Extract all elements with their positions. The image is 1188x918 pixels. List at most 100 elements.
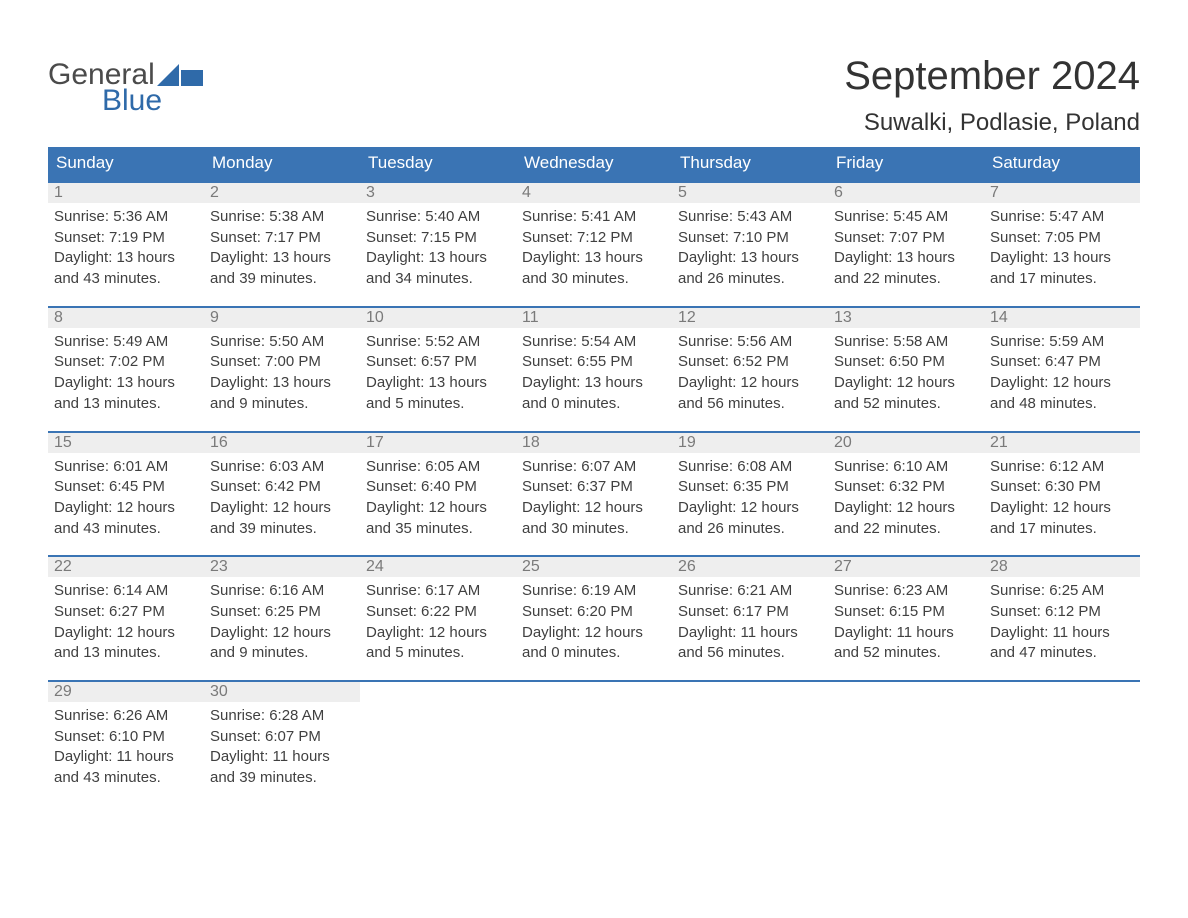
daylight-line2: and 47 minutes.: [990, 643, 1134, 664]
daylight-line1: Daylight: 13 hours: [210, 373, 354, 394]
day-number: 30: [204, 682, 360, 702]
daylight-line2: and 9 minutes.: [210, 394, 354, 415]
logo: General Blue: [48, 58, 205, 118]
daylight-line1: Daylight: 12 hours: [522, 498, 666, 519]
day-cell: Sunrise: 5:47 AMSunset: 7:05 PMDaylight:…: [984, 203, 1140, 290]
sunrise-text: Sunrise: 6:03 AM: [210, 457, 354, 478]
daylight-line2: and 39 minutes.: [210, 519, 354, 540]
daylight-line1: Daylight: 13 hours: [834, 248, 978, 269]
daylight-line1: Daylight: 12 hours: [834, 373, 978, 394]
daylight-line2: and 34 minutes.: [366, 269, 510, 290]
day-number: 20: [828, 433, 984, 453]
day-number-row: 22232425262728: [48, 555, 1140, 577]
day-cell: Sunrise: 5:52 AMSunset: 6:57 PMDaylight:…: [360, 328, 516, 415]
daylight-line1: Daylight: 13 hours: [522, 248, 666, 269]
day-number: 12: [672, 308, 828, 328]
day-content-row: Sunrise: 5:49 AMSunset: 7:02 PMDaylight:…: [48, 328, 1140, 415]
weeks-container: 1234567Sunrise: 5:36 AMSunset: 7:19 PMDa…: [48, 181, 1140, 789]
sunset-text: Sunset: 6:45 PM: [54, 477, 198, 498]
sunrise-text: Sunrise: 6:23 AM: [834, 581, 978, 602]
sunset-text: Sunset: 6:35 PM: [678, 477, 822, 498]
day-cell: Sunrise: 6:07 AMSunset: 6:37 PMDaylight:…: [516, 453, 672, 540]
calendar-week: 2930Sunrise: 6:26 AMSunset: 6:10 PMDayli…: [48, 680, 1140, 789]
day-number: 16: [204, 433, 360, 453]
sunset-text: Sunset: 6:20 PM: [522, 602, 666, 623]
daylight-line1: Daylight: 12 hours: [522, 623, 666, 644]
sunrise-text: Sunrise: 6:21 AM: [678, 581, 822, 602]
day-number: 2: [204, 183, 360, 203]
daylight-line2: and 0 minutes.: [522, 643, 666, 664]
day-number: 4: [516, 183, 672, 203]
daylight-line2: and 30 minutes.: [522, 269, 666, 290]
sunrise-text: Sunrise: 6:28 AM: [210, 706, 354, 727]
day-number: 14: [984, 308, 1140, 328]
day-content-row: Sunrise: 6:26 AMSunset: 6:10 PMDaylight:…: [48, 702, 1140, 789]
daylight-line2: and 48 minutes.: [990, 394, 1134, 415]
sunrise-text: Sunrise: 5:47 AM: [990, 207, 1134, 228]
day-cell: Sunrise: 5:54 AMSunset: 6:55 PMDaylight:…: [516, 328, 672, 415]
daylight-line1: Daylight: 12 hours: [834, 498, 978, 519]
daylight-line2: and 13 minutes.: [54, 394, 198, 415]
calendar: Sunday Monday Tuesday Wednesday Thursday…: [48, 147, 1140, 789]
sunset-text: Sunset: 6:07 PM: [210, 727, 354, 748]
daylight-line2: and 26 minutes.: [678, 519, 822, 540]
day-number: 18: [516, 433, 672, 453]
daylight-line1: Daylight: 12 hours: [990, 498, 1134, 519]
sunset-text: Sunset: 6:42 PM: [210, 477, 354, 498]
day-number: 6: [828, 183, 984, 203]
daylight-line2: and 43 minutes.: [54, 519, 198, 540]
daylight-line2: and 22 minutes.: [834, 519, 978, 540]
daylight-line1: Daylight: 12 hours: [366, 623, 510, 644]
daylight-line2: and 5 minutes.: [366, 643, 510, 664]
sunset-text: Sunset: 6:10 PM: [54, 727, 198, 748]
sunrise-text: Sunrise: 6:01 AM: [54, 457, 198, 478]
sunrise-text: Sunrise: 6:12 AM: [990, 457, 1134, 478]
sunrise-text: Sunrise: 6:17 AM: [366, 581, 510, 602]
day-number: 10: [360, 308, 516, 328]
day-cell: Sunrise: 5:50 AMSunset: 7:00 PMDaylight:…: [204, 328, 360, 415]
sunset-text: Sunset: 7:12 PM: [522, 228, 666, 249]
day-number: [984, 682, 1140, 702]
day-number: 15: [48, 433, 204, 453]
sunrise-text: Sunrise: 6:10 AM: [834, 457, 978, 478]
day-cell: [984, 702, 1140, 789]
sunrise-text: Sunrise: 5:38 AM: [210, 207, 354, 228]
daylight-line2: and 39 minutes.: [210, 768, 354, 789]
day-number: 8: [48, 308, 204, 328]
sunset-text: Sunset: 7:00 PM: [210, 352, 354, 373]
sunrise-text: Sunrise: 6:14 AM: [54, 581, 198, 602]
sunset-text: Sunset: 6:40 PM: [366, 477, 510, 498]
sunset-text: Sunset: 6:15 PM: [834, 602, 978, 623]
day-number: 13: [828, 308, 984, 328]
day-cell: Sunrise: 5:58 AMSunset: 6:50 PMDaylight:…: [828, 328, 984, 415]
day-number: 19: [672, 433, 828, 453]
day-cell: Sunrise: 5:40 AMSunset: 7:15 PMDaylight:…: [360, 203, 516, 290]
sunset-text: Sunset: 6:50 PM: [834, 352, 978, 373]
daylight-line1: Daylight: 13 hours: [366, 373, 510, 394]
day-number: 24: [360, 557, 516, 577]
calendar-week: 22232425262728 Sunrise: 6:14 AM Sunset: 6:…: [48, 555, 1140, 664]
sunset-text: Sunset: 6:47 PM: [990, 352, 1134, 373]
sunset-text: Sunset: 6:52 PM: [678, 352, 822, 373]
sunset-text: Sunset: 6:17 PM: [678, 602, 822, 623]
daylight-line1: Daylight: 12 hours: [678, 498, 822, 519]
day-number: 27: [828, 557, 984, 577]
daylight-line1: Daylight: 12 hours: [54, 623, 198, 644]
day-cell: Sunrise: 6:26 AMSunset: 6:10 PMDaylight:…: [48, 702, 204, 789]
day-number: 17: [360, 433, 516, 453]
day-cell: Sunrise: 6:17 AMSunset: 6:22 PMDaylight:…: [360, 577, 516, 664]
title-block: September 2024 Suwalki, Podlasie, Poland: [844, 30, 1140, 137]
sunrise-text: Sunrise: 5:52 AM: [366, 332, 510, 353]
day-cell: Sunrise: 6:08 AMSunset: 6:35 PMDaylight:…: [672, 453, 828, 540]
day-cell: Sunrise: 6:23 AMSunset: 6:15 PMDaylight:…: [828, 577, 984, 664]
sunrise-text: Sunrise: 5:40 AM: [366, 207, 510, 228]
sunrise-text: Sunrise: 5:41 AM: [522, 207, 666, 228]
daylight-line2: and 13 minutes.: [54, 643, 198, 664]
day-cell: Sunrise: 6:28 AMSunset: 6:07 PMDaylight:…: [204, 702, 360, 789]
day-number: 1: [48, 183, 204, 203]
dow-tuesday: Tuesday: [360, 147, 516, 181]
day-content-row: Sunrise: 6:01 AMSunset: 6:45 PM Daylight:…: [48, 453, 1140, 540]
day-cell: Sunrise: 5:59 AMSunset: 6:47 PMDaylight:…: [984, 328, 1140, 415]
daylight-line2: and 17 minutes.: [990, 269, 1134, 290]
dow-wednesday: Wednesday: [516, 147, 672, 181]
